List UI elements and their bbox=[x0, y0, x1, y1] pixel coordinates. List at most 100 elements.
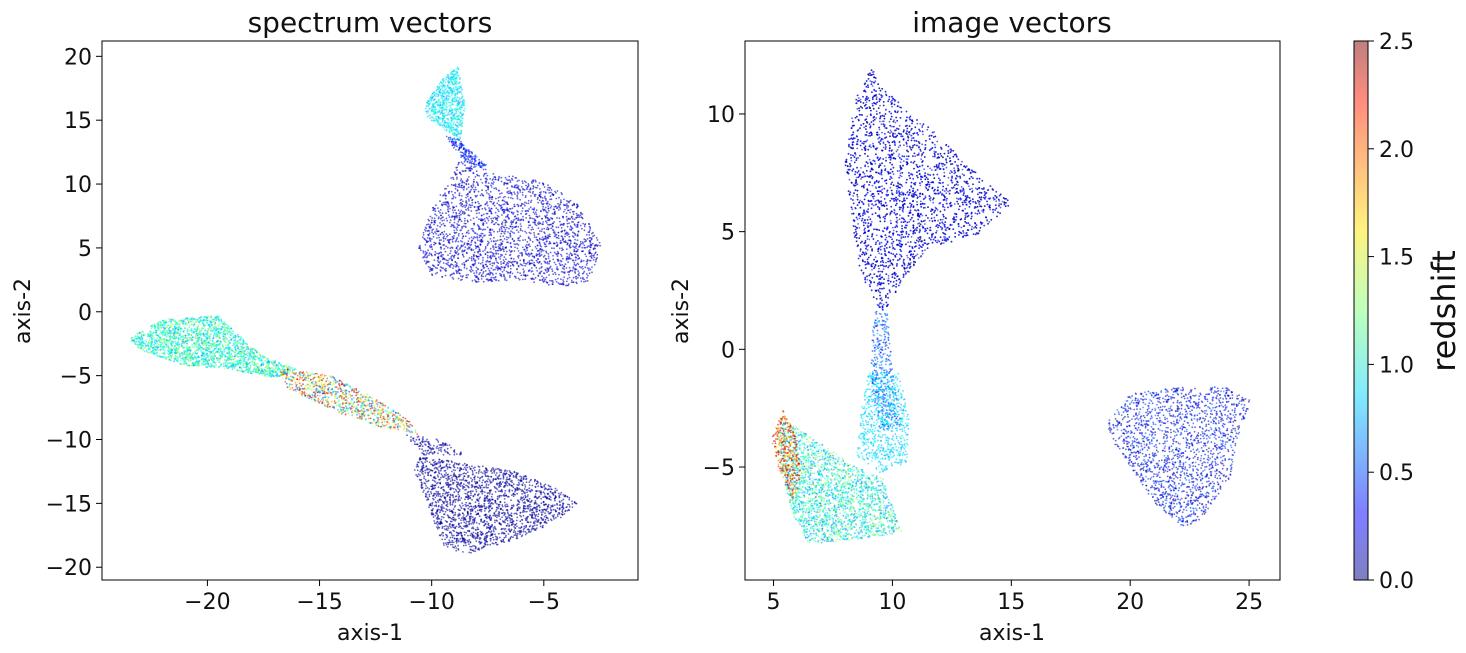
point bbox=[559, 224, 562, 227]
point bbox=[455, 104, 458, 107]
point bbox=[482, 168, 485, 171]
point bbox=[210, 346, 213, 349]
point bbox=[471, 198, 474, 201]
point bbox=[444, 111, 447, 114]
point bbox=[529, 206, 532, 209]
point bbox=[497, 215, 500, 218]
point bbox=[444, 194, 447, 197]
point bbox=[593, 263, 596, 266]
point bbox=[241, 357, 244, 360]
point bbox=[581, 265, 584, 268]
point bbox=[460, 85, 463, 87]
point bbox=[492, 181, 495, 184]
point bbox=[424, 250, 427, 253]
point bbox=[452, 184, 455, 187]
point bbox=[510, 185, 513, 187]
point bbox=[554, 273, 557, 276]
point bbox=[491, 179, 494, 182]
point bbox=[521, 207, 524, 210]
point bbox=[563, 265, 565, 268]
point bbox=[452, 122, 455, 125]
point bbox=[172, 318, 175, 321]
point bbox=[438, 82, 441, 85]
point bbox=[502, 246, 504, 248]
point bbox=[552, 258, 555, 261]
point bbox=[232, 330, 235, 333]
point bbox=[456, 166, 459, 169]
point bbox=[458, 218, 461, 221]
point bbox=[432, 117, 435, 120]
point bbox=[431, 269, 434, 271]
point bbox=[426, 251, 428, 254]
point bbox=[431, 217, 434, 219]
point bbox=[459, 106, 461, 108]
point bbox=[242, 360, 245, 363]
point bbox=[569, 218, 572, 220]
point bbox=[549, 206, 552, 209]
point bbox=[178, 343, 181, 345]
point bbox=[555, 252, 557, 255]
point bbox=[212, 329, 214, 332]
point bbox=[553, 251, 556, 254]
point bbox=[554, 190, 556, 193]
point bbox=[585, 273, 588, 275]
point bbox=[460, 213, 462, 216]
point bbox=[467, 156, 469, 158]
point bbox=[430, 221, 433, 224]
point bbox=[537, 274, 539, 277]
point bbox=[445, 87, 448, 90]
point bbox=[562, 280, 565, 283]
point bbox=[546, 226, 549, 229]
point bbox=[572, 276, 575, 279]
point bbox=[199, 323, 201, 325]
point bbox=[472, 253, 475, 256]
point bbox=[450, 255, 453, 258]
point bbox=[452, 89, 454, 91]
point bbox=[454, 139, 457, 141]
point bbox=[554, 210, 556, 213]
point bbox=[532, 278, 535, 281]
point bbox=[467, 206, 470, 209]
point bbox=[475, 212, 478, 215]
point bbox=[446, 219, 449, 222]
point bbox=[497, 245, 500, 248]
point bbox=[453, 132, 456, 134]
point bbox=[424, 230, 427, 232]
point bbox=[477, 267, 479, 270]
point bbox=[482, 275, 485, 278]
point bbox=[545, 240, 548, 243]
point bbox=[439, 113, 442, 115]
point bbox=[480, 193, 483, 195]
point bbox=[575, 216, 577, 219]
point bbox=[462, 200, 464, 203]
point bbox=[545, 269, 547, 272]
point bbox=[470, 256, 473, 258]
point bbox=[588, 225, 591, 228]
point bbox=[523, 248, 525, 251]
point bbox=[565, 284, 567, 287]
point bbox=[437, 95, 440, 98]
point bbox=[456, 96, 459, 99]
point bbox=[454, 96, 457, 99]
point bbox=[567, 271, 569, 273]
point bbox=[505, 236, 508, 239]
point bbox=[450, 225, 452, 228]
point bbox=[480, 214, 483, 217]
point bbox=[536, 244, 539, 247]
point bbox=[495, 259, 497, 261]
point bbox=[251, 363, 254, 365]
point bbox=[443, 219, 445, 222]
point bbox=[233, 339, 235, 342]
point bbox=[572, 281, 575, 283]
point bbox=[497, 256, 500, 259]
point bbox=[452, 124, 455, 126]
point bbox=[455, 262, 458, 265]
point bbox=[455, 215, 458, 218]
point bbox=[587, 245, 590, 248]
point bbox=[494, 276, 497, 278]
point bbox=[469, 265, 472, 268]
point bbox=[431, 119, 434, 122]
point bbox=[471, 201, 474, 204]
point bbox=[492, 269, 495, 271]
point bbox=[543, 186, 546, 188]
